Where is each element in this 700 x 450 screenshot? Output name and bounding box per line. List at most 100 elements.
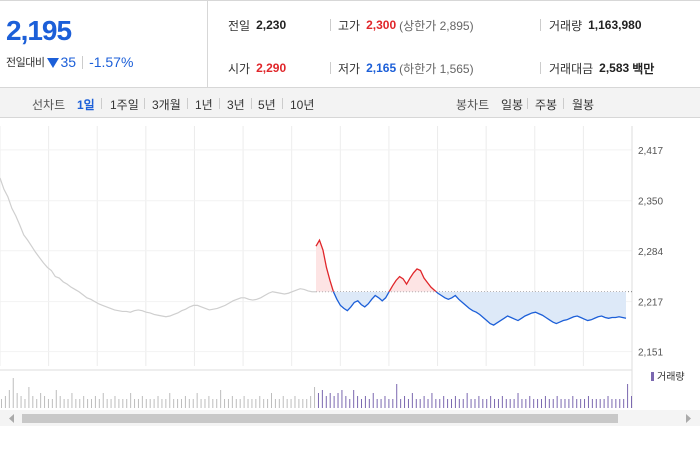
volume-bar bbox=[454, 396, 456, 408]
volume-bar bbox=[165, 399, 167, 408]
volume-bar bbox=[568, 399, 570, 408]
volume-bar bbox=[494, 399, 496, 408]
volume-bar bbox=[509, 399, 511, 408]
high-price: 고가 2,300 (상한가 2,895) bbox=[338, 15, 474, 35]
tab-3months[interactable]: 3개월 bbox=[152, 98, 181, 112]
volume-bar bbox=[161, 399, 163, 408]
volume-bar bbox=[8, 390, 10, 408]
volume-bar bbox=[181, 399, 182, 408]
tab-5years[interactable]: 5년 bbox=[258, 98, 276, 112]
volume-bar bbox=[341, 390, 343, 408]
volume-bar bbox=[423, 396, 425, 408]
volume-bar bbox=[380, 399, 382, 408]
volume-bar bbox=[376, 399, 378, 408]
down-triangle-icon bbox=[47, 58, 60, 68]
volume-bar bbox=[71, 393, 73, 408]
volume-bar bbox=[619, 399, 621, 408]
open-price: 시가 2,290 bbox=[228, 58, 286, 78]
volume-bar bbox=[118, 399, 120, 408]
volume-bar bbox=[584, 399, 586, 408]
volume-bar bbox=[419, 399, 421, 408]
volume-bar bbox=[278, 399, 280, 408]
volume-bar bbox=[368, 399, 370, 408]
trade-amount-label: 거래대금 bbox=[549, 61, 594, 76]
low-price: 저가 2,165 (하한가 1,565) bbox=[338, 58, 474, 78]
volume-bar bbox=[4, 396, 6, 408]
volume-bar bbox=[521, 399, 523, 408]
change-row: 전일대비 35 -1.57% bbox=[6, 54, 133, 70]
volume-bar bbox=[623, 399, 625, 408]
tab-10years[interactable]: 10년 bbox=[290, 98, 315, 112]
volume-legend-swatch bbox=[651, 372, 654, 381]
volume-bar bbox=[599, 399, 601, 408]
volume-bar bbox=[274, 399, 276, 408]
volume-bar bbox=[134, 399, 136, 408]
divider bbox=[144, 98, 145, 109]
volume-bar bbox=[345, 396, 347, 408]
volume-bar bbox=[141, 396, 143, 408]
volume-bar bbox=[310, 396, 312, 408]
volume-bar bbox=[184, 396, 186, 408]
chart-grid bbox=[0, 126, 633, 408]
y-tick-label: 2,284 bbox=[638, 247, 663, 258]
volume-bar bbox=[615, 399, 617, 408]
volume-bar bbox=[67, 399, 69, 408]
volume-bar bbox=[130, 393, 132, 408]
volume-bar bbox=[122, 399, 124, 408]
lower-limit: (하한가 1,565) bbox=[399, 61, 474, 76]
volume-bar bbox=[631, 396, 632, 408]
volume-bar bbox=[40, 393, 42, 408]
volume-bar bbox=[196, 393, 198, 408]
tab-1day[interactable]: 1일 bbox=[77, 98, 95, 112]
volume-bar bbox=[478, 396, 480, 408]
volume-bar bbox=[247, 399, 249, 408]
volume-bar bbox=[466, 393, 468, 408]
volume-bar bbox=[83, 396, 85, 408]
volume-bar bbox=[220, 390, 222, 408]
volume-bar bbox=[227, 399, 229, 408]
volume-bar bbox=[87, 399, 89, 408]
volume-bar bbox=[75, 399, 77, 408]
volume-bar bbox=[411, 393, 413, 408]
high-value: 2,300 bbox=[366, 18, 397, 32]
scroll-right-icon[interactable] bbox=[686, 414, 691, 423]
volume-bar bbox=[587, 396, 589, 408]
volume-bar bbox=[126, 399, 128, 408]
volume-bar bbox=[552, 399, 554, 408]
volume-bar bbox=[337, 393, 339, 408]
y-axis-labels: 2,417 2,350 2,284 2,217 2,151 bbox=[638, 146, 663, 359]
volume-bar bbox=[44, 396, 46, 408]
volume-bar bbox=[204, 399, 206, 408]
volume-bar bbox=[102, 393, 104, 408]
prev-close-value: 2,230 bbox=[256, 18, 287, 32]
volume-bar bbox=[79, 399, 81, 408]
tab-3years[interactable]: 3년 bbox=[227, 98, 245, 112]
tab-monthly-candle[interactable]: 월봉 bbox=[572, 98, 595, 112]
tab-weekly-candle[interactable]: 주봉 bbox=[535, 98, 558, 112]
volume-bar bbox=[537, 399, 539, 408]
tab-daily-candle[interactable]: 일봉 bbox=[501, 98, 524, 112]
low-label: 저가 bbox=[338, 61, 361, 76]
scroll-left-icon[interactable] bbox=[9, 414, 14, 423]
volume-bar bbox=[145, 399, 147, 408]
volume-bar bbox=[501, 396, 503, 408]
volume-bar bbox=[153, 399, 155, 408]
divider bbox=[101, 98, 102, 109]
horizontal-scrollbar[interactable] bbox=[0, 410, 700, 426]
volume-bar bbox=[306, 399, 308, 408]
tab-1week[interactable]: 1주일 bbox=[110, 98, 139, 112]
volume-bar bbox=[451, 399, 452, 408]
volume-bar bbox=[427, 399, 429, 408]
volume-bar bbox=[329, 393, 331, 408]
volume-bar bbox=[384, 396, 386, 408]
tab-1year[interactable]: 1년 bbox=[195, 98, 213, 112]
volume-bar bbox=[59, 396, 61, 408]
scrollbar-thumb[interactable] bbox=[22, 414, 618, 423]
upper-limit: (상한가 2,895) bbox=[399, 18, 474, 33]
volume-bar bbox=[490, 396, 492, 408]
price-series bbox=[0, 177, 632, 326]
volume-bar bbox=[556, 396, 558, 408]
change-label: 전일대비 bbox=[6, 56, 45, 69]
volume-bar bbox=[458, 399, 460, 408]
volume-bar bbox=[431, 393, 433, 408]
